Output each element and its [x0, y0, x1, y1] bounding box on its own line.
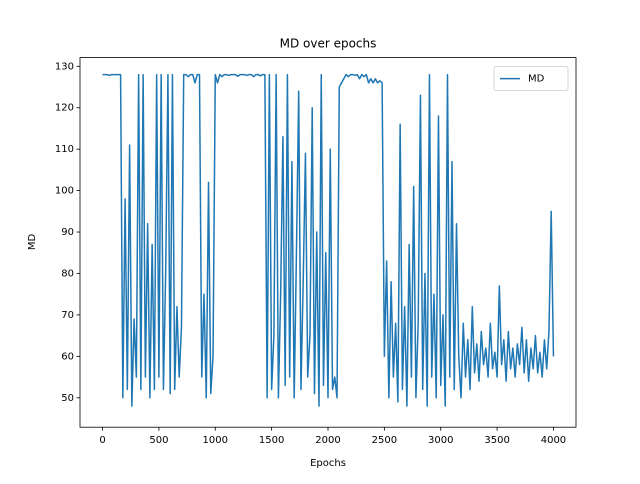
x-tick-label: 0: [99, 435, 105, 446]
x-tick-label: 2500: [372, 435, 397, 446]
y-tick-label: 80: [61, 268, 74, 279]
y-tick-label: 120: [55, 103, 74, 114]
x-tick-label: 4000: [541, 435, 566, 446]
x-tick-label: 2000: [315, 435, 340, 446]
legend-box: [493, 66, 569, 91]
y-tick-label: 70: [61, 310, 74, 321]
x-tick-label: 3500: [484, 435, 509, 446]
y-axis-label: MD: [27, 234, 38, 251]
y-tick-label: 110: [55, 144, 74, 155]
x-tick-label: 1500: [259, 435, 284, 446]
axes-frame: [79, 57, 577, 428]
x-tick-label: 3000: [428, 435, 453, 446]
data-line: [102, 73, 555, 407]
x-tick-label: 500: [149, 435, 168, 446]
legend-label: MD: [528, 74, 545, 85]
chart-title: MD over epochs: [280, 37, 377, 51]
y-tick-label: 100: [55, 186, 74, 197]
y-tick-label: 130: [55, 61, 74, 72]
y-tick-label: 60: [61, 351, 74, 362]
y-tick-label: 90: [61, 227, 74, 238]
x-axis-label: Epochs: [310, 458, 346, 469]
y-tick-label: 50: [61, 393, 74, 404]
x-tick-label: 1000: [203, 435, 228, 446]
